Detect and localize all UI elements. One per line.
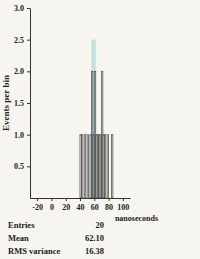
plot-area [80, 40, 113, 198]
tick-mark [80, 198, 81, 201]
tick: 2.0 [14, 67, 30, 76]
tick: 0.5 [14, 162, 30, 171]
tick-label: 0.5 [14, 162, 24, 171]
histogram-bar [81, 135, 82, 198]
tick-mark [94, 198, 95, 201]
tick: 100 [117, 198, 129, 212]
histogram-bar [113, 198, 114, 199]
tick: 1.5 [14, 99, 30, 108]
histogram-bar [104, 135, 105, 198]
tick-label: -20 [32, 203, 43, 212]
tick-label: 20 [62, 203, 70, 212]
tick: 1.0 [14, 131, 30, 140]
tick: 2.5 [14, 36, 30, 45]
stat-value: 16.38 [85, 246, 104, 256]
tick-mark [27, 40, 30, 41]
stat-value: 20 [96, 220, 105, 230]
tick-mark [27, 71, 30, 72]
y-axis: 0.5 1.0 1.5 2.0 2.5 3.0 [14, 4, 31, 198]
histogram-bar [109, 198, 110, 199]
tick-label: 40 [77, 203, 85, 212]
histogram-bar [114, 198, 115, 199]
tick-mark [27, 166, 30, 167]
stat-name: RMS variance [8, 246, 60, 256]
tick: 20 [62, 198, 70, 212]
tick-label: 1.0 [14, 131, 24, 140]
tick-mark [66, 198, 67, 201]
tick: 3.0 [14, 4, 30, 13]
tick-label: 3.0 [14, 4, 24, 13]
tick-mark [51, 198, 52, 201]
chart: -20 0 20 40 60 80 100 0.5 1.0 1.5 2.0 2.5 3.0 nanosec… [0, 0, 200, 259]
tick-mark [123, 198, 124, 201]
histogram-bar [87, 135, 88, 198]
tick: 0 [50, 198, 54, 212]
tick-label: 2.0 [14, 67, 24, 76]
tick-mark [27, 135, 30, 136]
tick-mark [109, 198, 110, 201]
tick: 40 [77, 198, 85, 212]
tick-mark [27, 8, 30, 9]
histogram-bar [84, 135, 85, 198]
tick-label: 60 [91, 203, 99, 212]
tick: 80 [105, 198, 113, 212]
tick-label: 100 [117, 203, 129, 212]
histogram-bar [107, 135, 108, 198]
stat-value: 62.10 [85, 233, 104, 243]
tick-mark [37, 198, 38, 201]
highlight-band [91, 40, 95, 198]
stat-name: Mean [8, 233, 29, 243]
tick: 60 [91, 198, 99, 212]
x-axis-title: nanoseconds [115, 214, 158, 223]
tick-label: 2.5 [14, 36, 24, 45]
x-axis: -20 0 20 40 60 80 100 [31, 198, 131, 212]
tick-label: 1.5 [14, 99, 24, 108]
tick-label: 0 [50, 203, 54, 212]
histogram-bar [111, 135, 112, 198]
tick-mark [27, 103, 30, 104]
stat-name: Entries [8, 220, 35, 230]
tick-label: 80 [105, 203, 113, 212]
y-axis-title: Events per bin [1, 75, 11, 131]
y-axis-line [30, 9, 31, 199]
tick: -20 [32, 198, 43, 212]
